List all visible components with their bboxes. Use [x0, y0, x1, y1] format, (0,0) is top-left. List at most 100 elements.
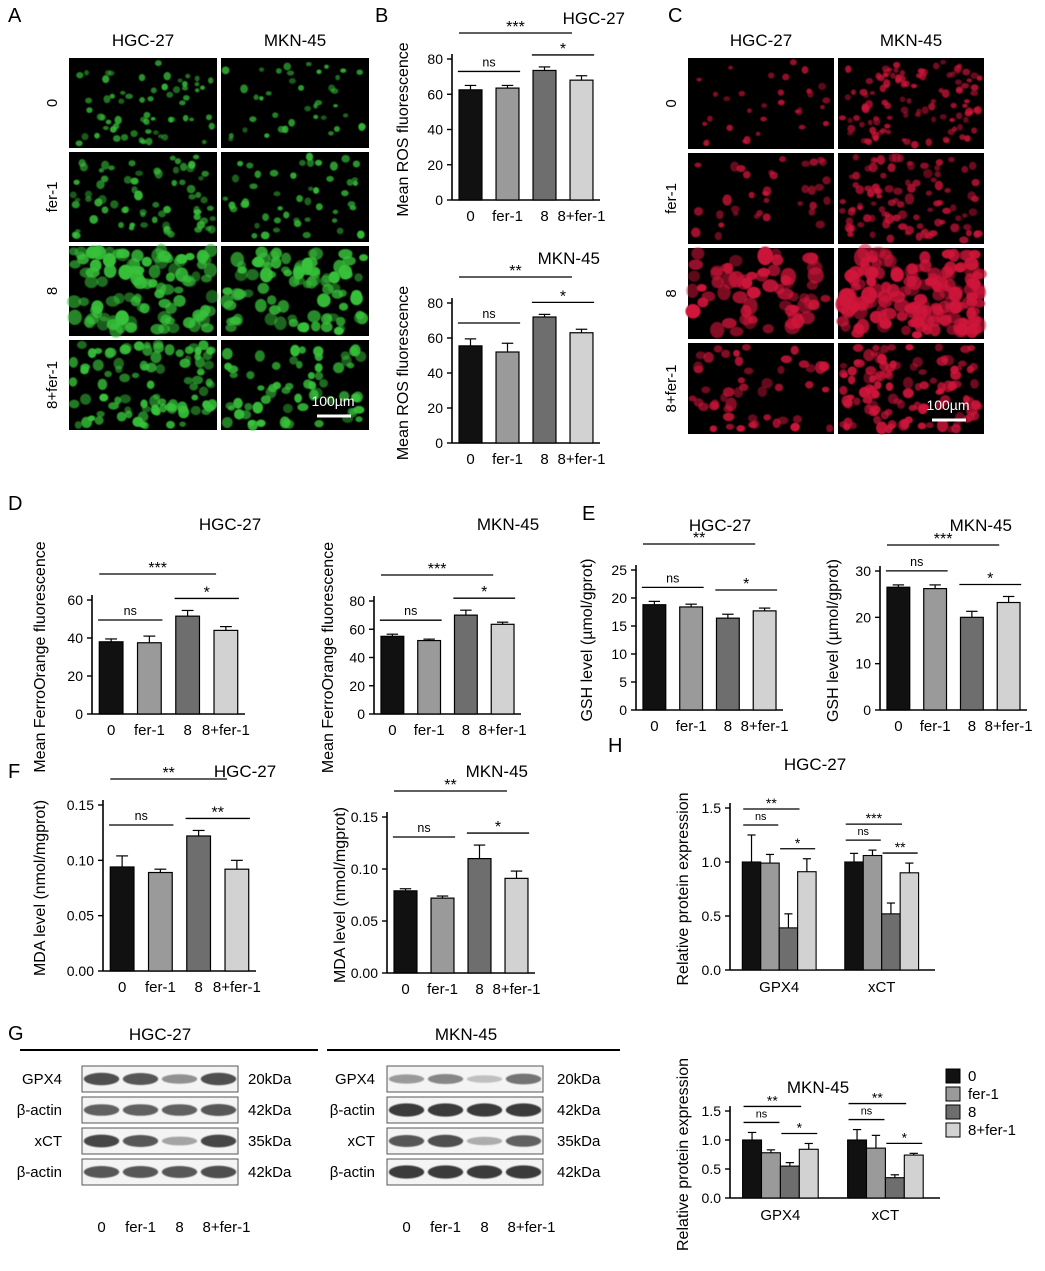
significance-label: **	[872, 1090, 883, 1106]
chart-title: MKN-45	[787, 1078, 849, 1097]
y-tick-label: 0.00	[67, 963, 94, 979]
significance-label: *	[204, 584, 210, 601]
x-tick-label: 8+fer-1	[479, 722, 527, 739]
micrograph-tile	[69, 58, 217, 148]
blot-band	[122, 1073, 159, 1085]
y-tick-label: 25	[611, 562, 627, 578]
chart-title: MKN-45	[477, 515, 539, 534]
y-tick-label: 0.00	[351, 965, 378, 981]
micrograph-panel-c: HGC-27 MKN-45 0 fer-1 8 8+fer-1 100µm	[663, 31, 987, 435]
panel-letter-d: D	[8, 493, 22, 515]
x-tick-label: GPX4	[759, 979, 799, 996]
y-tick-label: 30	[855, 563, 871, 579]
significance-label: **	[767, 1092, 778, 1108]
significance-label: ns	[135, 809, 148, 823]
x-tick-label: 0	[107, 722, 115, 739]
significance-label: ns	[910, 555, 923, 569]
bar	[430, 897, 455, 974]
row-label: 8+fer-1	[44, 361, 61, 409]
x-tick-label: 0	[388, 722, 396, 739]
x-tick-label: 0	[650, 718, 658, 735]
y-tick-label: 20	[427, 400, 443, 416]
blot-band	[505, 1165, 542, 1179]
y-tick-label: 60	[427, 330, 443, 346]
micrograph-tile	[220, 246, 369, 336]
bar	[847, 1139, 868, 1199]
protein-label: xCT	[35, 1133, 63, 1150]
x-tick-label: 0	[118, 979, 126, 996]
significance-label: ns	[482, 55, 495, 69]
significance-label: ns	[861, 1106, 873, 1118]
y-tick-label: 0.0	[702, 962, 722, 978]
significance-label: **	[162, 765, 174, 782]
y-tick-label: 80	[427, 51, 443, 67]
chart-title: HGC-27	[199, 515, 261, 534]
blot-strip	[81, 1096, 239, 1124]
lane-label: 0	[97, 1219, 105, 1236]
blot-band	[161, 1166, 198, 1178]
significance-label: ns	[124, 604, 137, 618]
kda-label: 35kDa	[248, 1133, 292, 1150]
y-tick-label: 0	[435, 192, 443, 208]
y-tick-label: 0.5	[702, 908, 722, 924]
blot-band	[388, 1103, 425, 1117]
significance-label: *	[797, 1119, 803, 1135]
y-tick-label: 0.15	[351, 809, 378, 825]
bar	[532, 69, 557, 201]
y-tick-label: 0	[357, 706, 365, 722]
y-axis-label: Relative protein expression	[675, 793, 692, 986]
bar	[224, 868, 250, 972]
kda-label: 42kDa	[557, 1164, 601, 1181]
bar	[569, 79, 594, 201]
blot-band	[200, 1104, 237, 1116]
x-tick-label: 8+fer-1	[741, 718, 789, 735]
bar	[923, 588, 948, 711]
row-label: 8	[663, 289, 680, 297]
significance-label: ***	[428, 561, 447, 578]
lane-label: 8	[175, 1219, 183, 1236]
bar	[779, 1165, 800, 1199]
significance-label: *	[481, 584, 487, 601]
bar	[642, 604, 667, 711]
y-tick-label: 0.5	[702, 1161, 722, 1177]
bar	[504, 877, 529, 974]
column-label: MKN-45	[880, 31, 942, 50]
bar	[458, 89, 483, 201]
bar	[741, 861, 762, 971]
micrograph-panel-a: HGC-27 MKN-45 0 fer-1 8 8+fer-1 100µm	[44, 31, 369, 431]
y-tick-label: 1.0	[702, 854, 722, 870]
panel-letter-g: G	[8, 1023, 24, 1045]
y-tick-label: 0.15	[67, 797, 94, 813]
significance-label: *	[743, 576, 749, 593]
significance-label: *	[987, 570, 993, 587]
significance-label: **	[212, 804, 224, 821]
bar	[760, 862, 780, 971]
y-axis-label: GSH level (µmol/gprot)	[825, 559, 842, 722]
protein-label: GPX4	[335, 1071, 375, 1088]
bar	[742, 1139, 763, 1199]
x-tick-label: 8	[183, 722, 191, 739]
legend-swatch	[945, 1068, 961, 1084]
y-axis-label: Relative protein expression	[675, 1058, 692, 1251]
lane-label: 0	[402, 1219, 410, 1236]
y-tick-label: 0	[619, 702, 627, 718]
y-axis-label: Mean ROS fluorescence	[395, 42, 412, 216]
blot-band	[388, 1074, 425, 1084]
significance-label: **	[444, 777, 456, 794]
significance-label: *	[902, 1129, 908, 1145]
bar	[862, 854, 883, 971]
significance-label: ns	[756, 1108, 768, 1120]
micrograph-tile	[221, 58, 369, 148]
micrograph-tile	[838, 343, 984, 435]
bar	[679, 606, 704, 711]
bar	[532, 316, 557, 444]
y-tick-label: 1.0	[702, 1132, 722, 1148]
chart-b2: 0 20 40 60 80 Mean ROS fluorescence MKN-45 0 fer…	[395, 249, 605, 468]
scale-bar-label: 100µm	[311, 393, 354, 409]
micrograph-tile	[838, 58, 984, 149]
blot-band	[200, 1072, 237, 1086]
y-tick-label: 40	[67, 630, 83, 646]
legend-label: 8	[968, 1104, 976, 1121]
